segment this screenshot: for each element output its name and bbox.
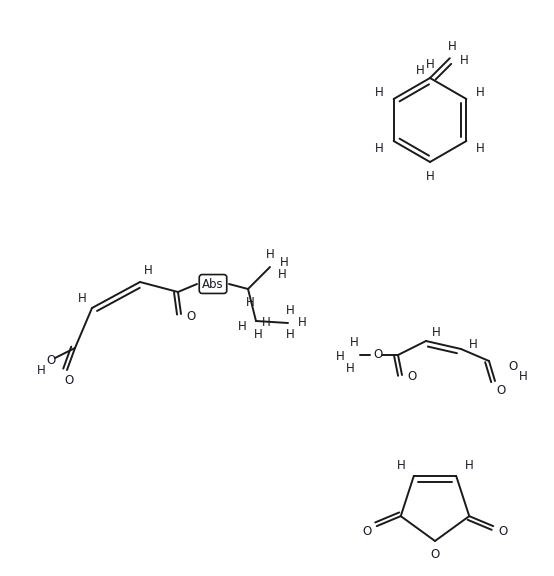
Text: H: H bbox=[375, 142, 384, 154]
Text: H: H bbox=[254, 328, 263, 342]
Text: H: H bbox=[350, 336, 358, 350]
Text: H: H bbox=[519, 370, 527, 384]
Text: O: O bbox=[509, 361, 517, 373]
Text: H: H bbox=[469, 338, 478, 351]
Text: H: H bbox=[375, 85, 384, 98]
Text: H: H bbox=[286, 305, 294, 317]
Text: O: O bbox=[499, 525, 508, 537]
Text: H: H bbox=[459, 54, 468, 67]
Text: O: O bbox=[362, 525, 371, 537]
Text: H: H bbox=[143, 263, 152, 276]
Text: H: H bbox=[37, 363, 45, 377]
Text: H: H bbox=[297, 316, 306, 329]
Text: H: H bbox=[280, 256, 289, 270]
Text: H: H bbox=[425, 169, 434, 183]
Text: H: H bbox=[476, 85, 485, 98]
Text: O: O bbox=[186, 309, 196, 323]
Text: H: H bbox=[238, 320, 247, 332]
Text: O: O bbox=[64, 373, 74, 386]
Text: H: H bbox=[416, 63, 424, 77]
Text: H: H bbox=[261, 316, 270, 329]
Text: H: H bbox=[465, 460, 474, 472]
Text: H: H bbox=[346, 362, 355, 376]
Text: O: O bbox=[407, 370, 417, 384]
Text: H: H bbox=[286, 328, 294, 342]
Text: O: O bbox=[47, 354, 55, 366]
Text: H: H bbox=[245, 297, 254, 309]
Text: H: H bbox=[476, 142, 485, 154]
Text: O: O bbox=[430, 548, 440, 562]
Text: H: H bbox=[425, 58, 434, 70]
Text: H: H bbox=[397, 460, 405, 472]
Text: H: H bbox=[448, 40, 456, 52]
Text: H: H bbox=[265, 248, 274, 262]
Text: O: O bbox=[496, 385, 506, 397]
Text: H: H bbox=[278, 268, 286, 282]
Text: H: H bbox=[78, 291, 86, 305]
Text: O: O bbox=[373, 348, 383, 362]
Text: H: H bbox=[432, 327, 440, 339]
Text: Abs: Abs bbox=[202, 278, 224, 290]
Text: H: H bbox=[336, 351, 345, 363]
